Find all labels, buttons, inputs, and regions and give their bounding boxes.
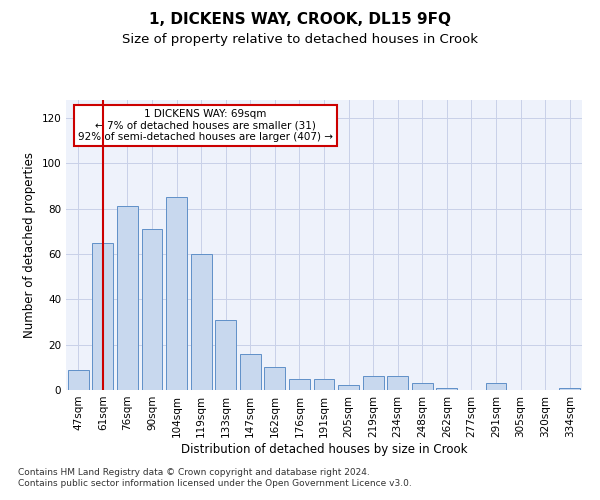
- Bar: [215, 320, 236, 390]
- Bar: [142, 229, 163, 390]
- Bar: [68, 370, 89, 390]
- Bar: [362, 376, 383, 390]
- Text: 1 DICKENS WAY: 69sqm
← 7% of detached houses are smaller (31)
92% of semi-detach: 1 DICKENS WAY: 69sqm ← 7% of detached ho…: [78, 108, 333, 142]
- Bar: [387, 376, 408, 390]
- Bar: [485, 383, 506, 390]
- Text: 1, DICKENS WAY, CROOK, DL15 9FQ: 1, DICKENS WAY, CROOK, DL15 9FQ: [149, 12, 451, 28]
- Bar: [559, 388, 580, 390]
- Y-axis label: Number of detached properties: Number of detached properties: [23, 152, 36, 338]
- Text: Size of property relative to detached houses in Crook: Size of property relative to detached ho…: [122, 32, 478, 46]
- Bar: [92, 242, 113, 390]
- Bar: [412, 383, 433, 390]
- Bar: [436, 388, 457, 390]
- Bar: [191, 254, 212, 390]
- X-axis label: Distribution of detached houses by size in Crook: Distribution of detached houses by size …: [181, 442, 467, 456]
- Text: Contains HM Land Registry data © Crown copyright and database right 2024.
Contai: Contains HM Land Registry data © Crown c…: [18, 468, 412, 487]
- Bar: [265, 368, 286, 390]
- Bar: [240, 354, 261, 390]
- Bar: [117, 206, 138, 390]
- Bar: [289, 378, 310, 390]
- Bar: [314, 378, 334, 390]
- Bar: [338, 386, 359, 390]
- Bar: [166, 198, 187, 390]
